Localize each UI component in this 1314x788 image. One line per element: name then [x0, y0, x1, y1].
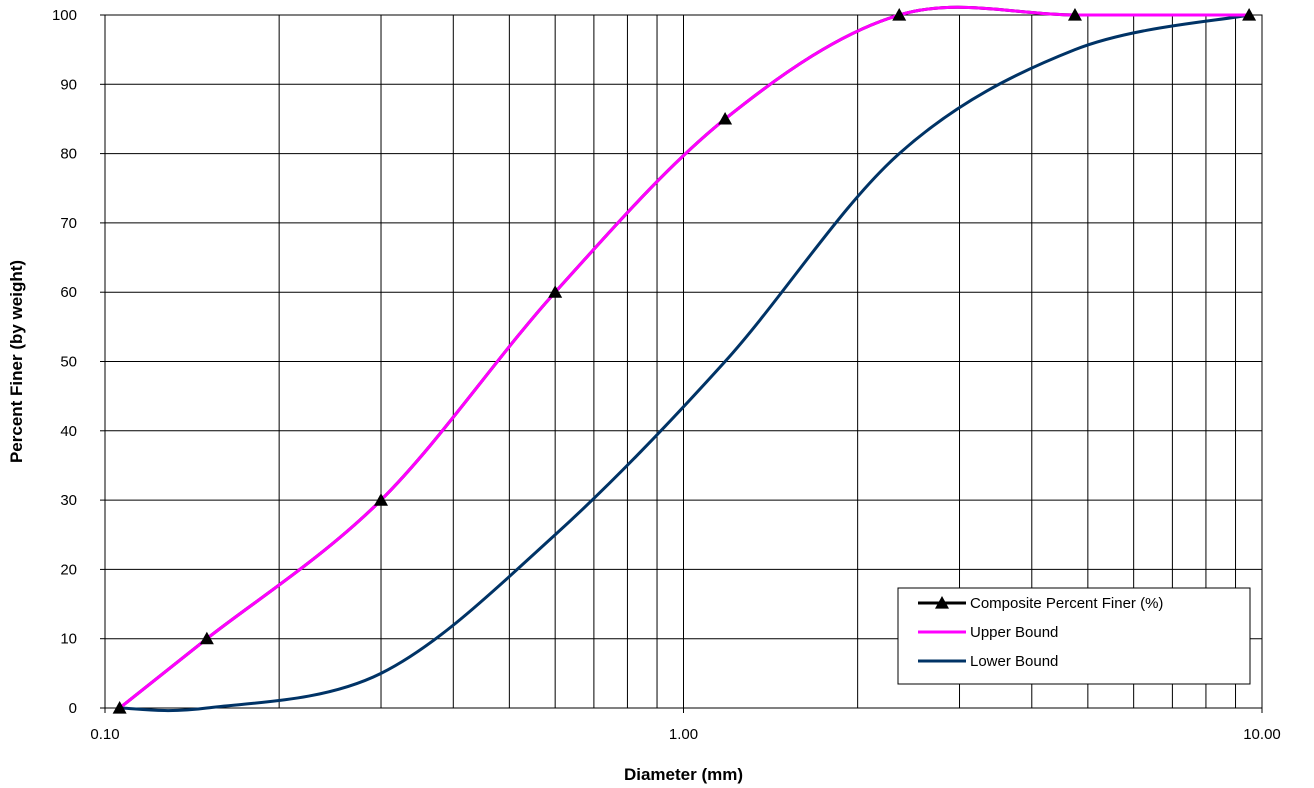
composite-marker: [548, 285, 563, 298]
x-axis-title: Diameter (mm): [624, 765, 743, 784]
composite-marker: [112, 701, 127, 714]
y-tick-label: 90: [60, 76, 77, 93]
series-layer: [112, 5, 1257, 714]
composite-marker: [892, 8, 907, 21]
y-tick-label: 100: [52, 7, 77, 24]
legend: Composite Percent Finer (%) Upper Bound Lo…: [897, 587, 1251, 685]
y-tick-label: 30: [60, 492, 77, 509]
legend-marker-composite-percent-finer: [935, 596, 949, 609]
y-tick-label: 80: [60, 146, 77, 163]
legend-label-composite-percent-finer: Composite Percent Finer (%): [970, 595, 1163, 612]
tick-labels: 0 10 20 30 40 50 60 70 80 90 100 0.10 1.00 10.00: [52, 7, 1281, 743]
legend-label-lower-bound: Lower Bound: [970, 653, 1058, 670]
composite-marker: [199, 631, 214, 645]
y-tick-label: 20: [60, 561, 77, 578]
x-tick-label: 1.00: [669, 726, 698, 743]
y-tick-label: 70: [60, 215, 77, 232]
composite-marker: [374, 493, 389, 506]
x-tick-label: 10.00: [1243, 726, 1281, 743]
y-tick-label: 60: [60, 284, 77, 301]
y-axis-title: Percent Finer (by weight): [7, 260, 26, 463]
composite-marker: [1067, 8, 1082, 21]
x-tick-label: 0.10: [90, 726, 119, 743]
y-tick-label: 40: [60, 423, 77, 440]
series-line-lower-bound: [119, 13, 1250, 713]
composite-marker: [718, 111, 733, 125]
y-tick-label: 10: [60, 631, 77, 648]
y-tick-label: 50: [60, 354, 77, 371]
series-line-upper-bound: [118, 5, 1250, 710]
y-tick-label: 0: [69, 700, 77, 717]
composite-marker: [1242, 8, 1257, 21]
legend-label-upper-bound: Upper Bound: [970, 624, 1058, 641]
